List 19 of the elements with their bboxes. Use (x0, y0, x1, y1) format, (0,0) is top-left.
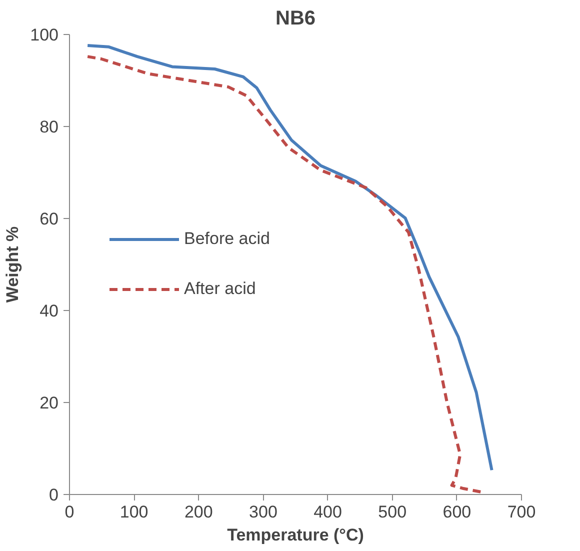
legend-label: After acid (184, 279, 256, 299)
legend-label: Before acid (184, 229, 270, 249)
y-tick-label: 100 (30, 26, 59, 44)
y-tick-label: 80 (40, 118, 59, 136)
y-tick-label: 20 (40, 394, 59, 412)
y-tick-label: 40 (40, 302, 59, 320)
y-tick-label: 0 (49, 486, 59, 504)
x-tick-label: 700 (507, 502, 536, 522)
y-tick-label: 60 (40, 210, 59, 228)
x-tick-label: 0 (64, 502, 74, 522)
x-axis-title: Temperature (°C) (227, 526, 364, 544)
x-tick-label: 400 (314, 502, 342, 522)
y-axis-title: Weight % (3, 226, 22, 303)
x-tick-label: 300 (249, 502, 278, 522)
x-tick-label: 500 (378, 502, 407, 522)
chart-title: NB6 (275, 8, 316, 30)
x-tick-label: 100 (120, 502, 148, 522)
x-tick-label: 600 (442, 502, 472, 522)
x-tick-label: 200 (184, 502, 213, 522)
